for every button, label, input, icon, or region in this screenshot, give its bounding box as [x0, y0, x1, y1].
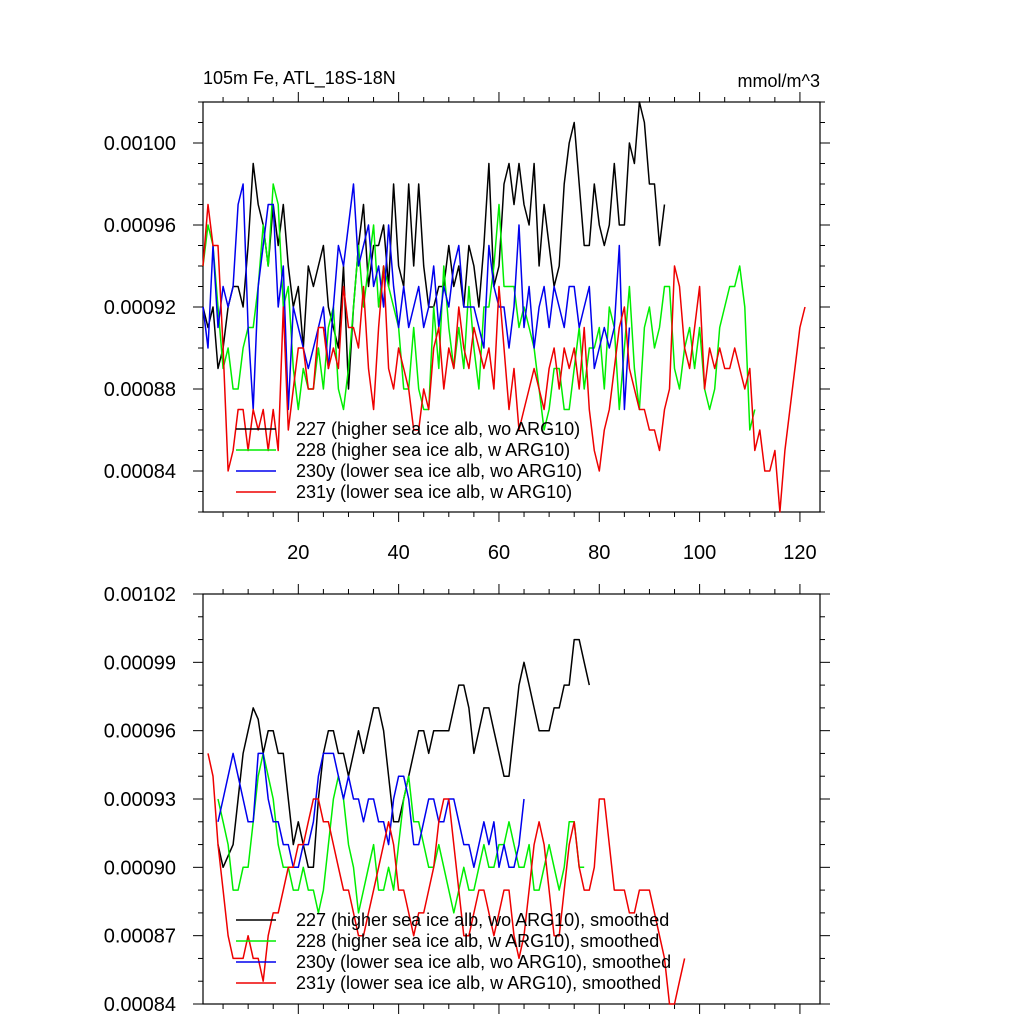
series-line-2 [202, 183, 631, 411]
y-tick-label: 0.00090 [104, 857, 176, 879]
y-tick-label: 0.00096 [104, 721, 176, 743]
y-tick-label: 0.00092 [104, 297, 176, 319]
x-tick-label: 80 [588, 542, 610, 564]
legend-label: 231y (lower sea ice alb, w ARG10) [296, 482, 572, 502]
x-tick-label: 60 [488, 542, 510, 564]
y-tick-label: 0.00084 [104, 461, 176, 483]
y-tick-label: 0.00088 [104, 379, 176, 401]
series-line-0 [217, 638, 591, 869]
legend-label: 227 (higher sea ice alb, wo ARG10), smoo… [296, 910, 669, 930]
legend-label: 230y (lower sea ice alb, wo ARG10) [296, 461, 582, 481]
series-line-3 [202, 203, 806, 513]
legend-label: 230y (lower sea ice alb, wo ARG10), smoo… [296, 952, 671, 972]
legend-label: 227 (higher sea ice alb, wo ARG10) [296, 419, 580, 439]
legend-label: 231y (lower sea ice alb, w ARG10), smoot… [296, 973, 661, 993]
y-tick-label: 0.00099 [104, 652, 176, 674]
x-tick-label: 40 [388, 542, 410, 564]
series-line-2 [217, 752, 525, 869]
series-line-1 [202, 183, 756, 431]
y-tick-label: 0.00087 [104, 926, 176, 948]
chart-bottom-smoothed: 0.00084 0.00087 0.00090 0.00093 0.00096 0.000… [104, 584, 830, 1016]
figure-title: 105m Fe, ATL_18S-18N [203, 68, 396, 89]
x-tick-label: 120 [783, 542, 816, 564]
x-tick-label: 100 [683, 542, 716, 564]
legend-label: 228 (higher sea ice alb, w ARG10) [296, 440, 570, 460]
y-tick-label: 0.00084 [104, 994, 176, 1016]
y-tick-label: 0.00102 [104, 584, 176, 606]
series-line-1 [217, 752, 585, 914]
y-tick-label: 0.00100 [104, 133, 176, 155]
series-line-3 [207, 753, 686, 1005]
y-tick-label: 0.00096 [104, 215, 176, 237]
legend-label: 228 (higher sea ice alb, w ARG10), smoot… [296, 931, 659, 951]
units-label: mmol/m^3 [738, 71, 820, 91]
chart-top-raw: 20 40 60 80 100 120 0.00084 0.00088 0.00092 0.000… [104, 92, 830, 564]
y-tick-label: 0.00093 [104, 789, 176, 811]
x-tick-label: 20 [287, 542, 309, 564]
